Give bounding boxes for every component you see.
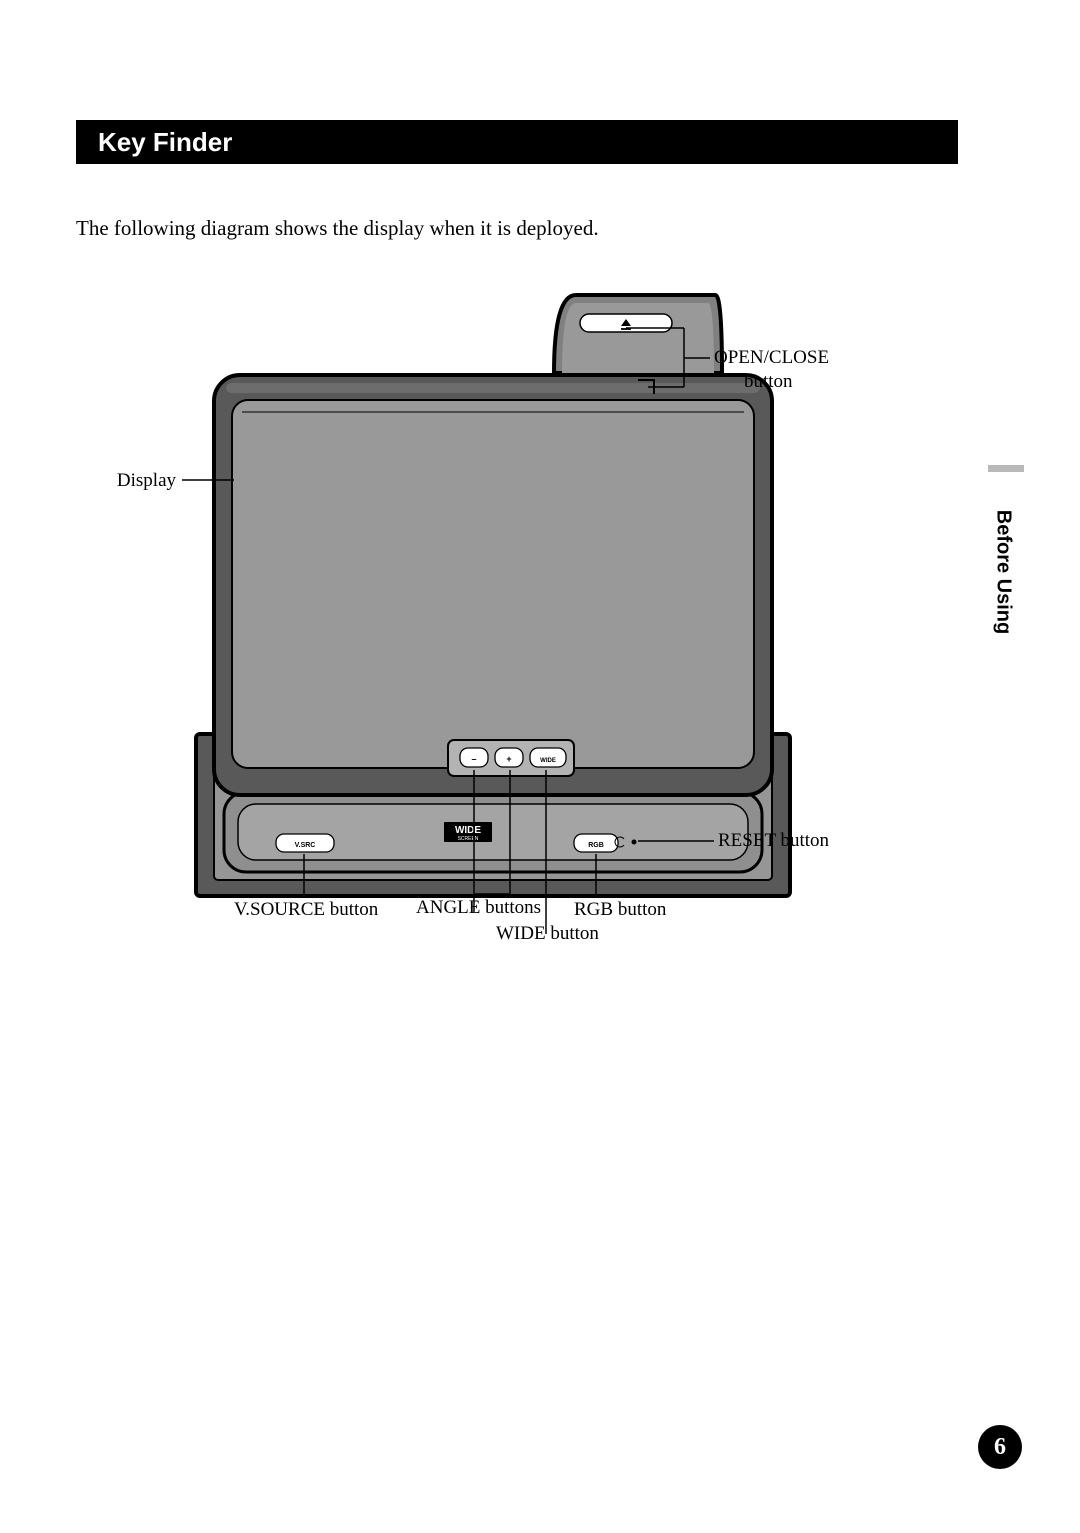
- label-open-close-line1: OPEN/CLOSE: [714, 347, 829, 368]
- section-title: Key Finder: [76, 127, 232, 158]
- svg-text:WIDE: WIDE: [455, 825, 481, 836]
- svg-text:WIDE: WIDE: [540, 758, 556, 764]
- label-display: Display: [106, 469, 176, 493]
- label-vsource: V.SOURCE button: [234, 898, 378, 922]
- svg-text:SCREEN: SCREEN: [458, 836, 479, 842]
- svg-text:+: +: [506, 754, 511, 764]
- label-rgb: RGB button: [574, 898, 666, 922]
- label-open-close: OPEN/CLOSE button: [714, 346, 829, 394]
- section-header-bar: Key Finder: [76, 120, 958, 164]
- label-open-close-line2: button: [714, 371, 793, 392]
- label-wide: WIDE button: [496, 922, 599, 946]
- label-reset: RESET button: [718, 829, 829, 853]
- device-diagram: V.SRCRGBWIDESCREEN–+WIDE Display OPEN/CL…: [114, 280, 934, 960]
- side-tab-label: Before Using: [992, 510, 1015, 634]
- page-number: 6: [994, 1434, 1006, 1461]
- side-tab: Before Using: [982, 472, 1024, 702]
- page: Key Finder The following diagram shows t…: [0, 0, 1080, 1533]
- page-number-badge: 6: [978, 1425, 1022, 1469]
- svg-text:RGB: RGB: [588, 842, 604, 849]
- label-angle: ANGLE buttons: [416, 896, 541, 920]
- svg-text:V.SRC: V.SRC: [295, 842, 316, 849]
- svg-text:–: –: [471, 754, 476, 764]
- intro-paragraph: The following diagram shows the display …: [76, 216, 599, 241]
